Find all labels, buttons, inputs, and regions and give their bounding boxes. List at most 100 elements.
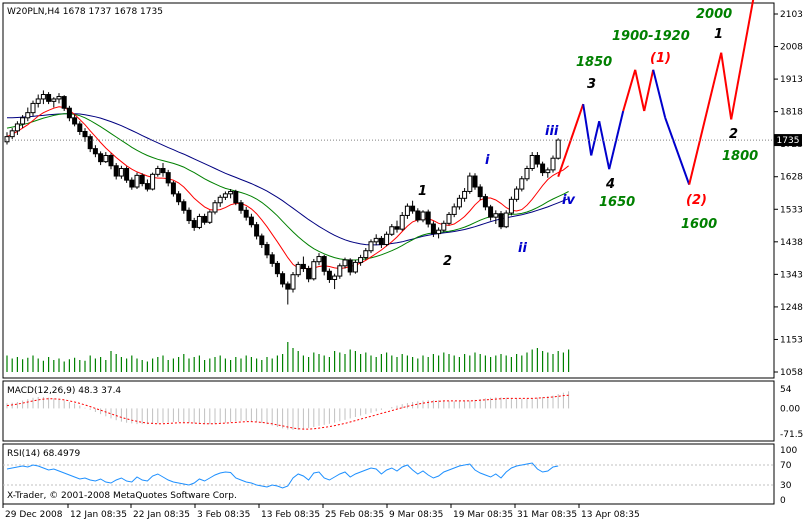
candle: [363, 247, 369, 260]
price-tick-label: 1818: [780, 108, 803, 118]
candle: [415, 208, 421, 223]
date-tick-label: 29 Dec 2008: [5, 510, 63, 520]
candle: [394, 220, 400, 233]
macd-tick-label: -71.5: [780, 430, 803, 440]
candle: [264, 241, 270, 259]
candle: [503, 210, 509, 229]
candle: [4, 132, 10, 145]
rsi-indicator: 100 70 30 0: [3, 446, 797, 506]
candle: [472, 173, 478, 190]
candle: [77, 121, 83, 135]
candle: [118, 165, 124, 179]
candle: [420, 210, 426, 223]
projection-segment: [598, 120, 611, 170]
price-tick-label: 2103: [780, 10, 803, 20]
candle: [259, 233, 265, 248]
candle: [534, 152, 540, 168]
candle: [82, 128, 88, 142]
candle: [441, 220, 447, 233]
candle: [410, 200, 416, 214]
candle: [290, 271, 296, 293]
rsi-line: [6, 462, 559, 489]
wave-label-black: 1: [714, 27, 723, 42]
candle: [254, 221, 260, 240]
candle: [368, 239, 374, 254]
candle: [155, 165, 161, 177]
price-tick-label: 1248: [780, 303, 803, 313]
main-header: W20PLN,H4 1678 1737 1678 1735: [7, 7, 163, 17]
candle: [160, 163, 166, 177]
candle: [87, 134, 93, 153]
candle: [316, 253, 322, 266]
ma-green-line: [6, 113, 569, 261]
wave-label-black: 3: [587, 77, 596, 92]
candle: [498, 210, 504, 230]
candle: [306, 265, 312, 283]
candle: [20, 115, 26, 129]
price-tick-label: 1628: [780, 173, 803, 183]
candle: [202, 213, 208, 225]
wave-label-green: 1850: [576, 55, 612, 70]
macd-header: MACD(12,26,9) 48.3 37.4: [7, 386, 121, 396]
candle: [248, 213, 254, 228]
wave-label-green: 1800: [722, 149, 758, 164]
candle: [326, 268, 332, 283]
candle: [337, 263, 343, 279]
candle: [150, 172, 156, 191]
price-tick-label: 1343: [780, 270, 803, 280]
rsi-tick-label: 0: [780, 496, 786, 506]
date-tick-label: 22 Jan 08:35: [133, 510, 190, 520]
candle: [139, 173, 145, 187]
candle: [384, 231, 390, 247]
candle: [488, 204, 494, 221]
candle: [352, 259, 358, 274]
wave-label-red: (2): [686, 193, 707, 208]
candle: [25, 107, 31, 122]
candle: [212, 200, 218, 215]
candle: [519, 176, 525, 192]
candle: [347, 258, 353, 276]
candle: [108, 153, 114, 170]
candle: [134, 172, 140, 190]
rsi-tick-label: 70: [780, 461, 792, 471]
date-tick-label: 12 Jan 08:35: [70, 510, 127, 520]
candle: [373, 234, 379, 246]
candle: [14, 121, 20, 135]
wave-label-black: 1: [418, 184, 427, 199]
date-tick-label: 13 Apr 08:35: [581, 510, 640, 520]
candle: [456, 194, 462, 210]
candle: [311, 258, 317, 281]
date-tick-label: 13 Feb 08:35: [261, 510, 320, 520]
candle: [514, 186, 520, 202]
projection-segment: [590, 120, 601, 156]
candle: [425, 209, 431, 228]
candle: [56, 93, 62, 104]
candle: [217, 194, 223, 207]
wave-label-green: 1650: [599, 195, 635, 210]
candle: [40, 90, 46, 105]
ma-red-line: [6, 106, 569, 270]
rsi-header: RSI(14) 68.4979: [7, 449, 80, 459]
macd-indicator: 54 0.00 -71.5: [6, 385, 803, 440]
candle: [66, 105, 72, 122]
projection-segment: [652, 69, 667, 119]
volume-bars: [6, 342, 570, 372]
price-tick-label: 1913: [780, 75, 803, 85]
candle: [196, 213, 202, 230]
wave-label-black: 2: [729, 127, 738, 142]
candle: [436, 227, 442, 239]
rsi-panel-frame: [2, 443, 775, 505]
projection-segment: [720, 52, 733, 120]
candle: [295, 261, 301, 278]
candle: [113, 163, 119, 180]
candle: [555, 138, 561, 160]
candle: [451, 203, 457, 218]
candle: [274, 261, 280, 278]
candle: [176, 191, 182, 206]
candle: [30, 100, 36, 117]
candle: [378, 235, 384, 248]
candle: [467, 172, 473, 194]
wave-label-green: 1900-1920: [612, 29, 690, 44]
current-price-value: 1735: [777, 136, 800, 146]
